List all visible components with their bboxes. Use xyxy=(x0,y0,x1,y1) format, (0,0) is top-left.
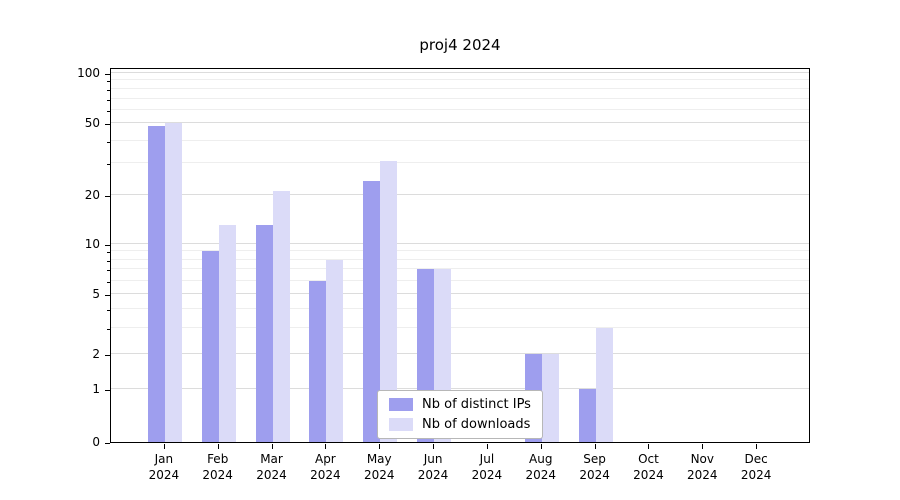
xtick-label-mar: Mar 2024 xyxy=(256,452,287,483)
xtick-mark-sep xyxy=(594,444,596,449)
ytick-label-10: 10 xyxy=(84,236,100,251)
xtick-label-sep: Sep 2024 xyxy=(579,452,610,483)
ytick-mark-100 xyxy=(105,73,110,75)
chart-title: proj4 2024 xyxy=(419,36,501,54)
ytick-mark-2 xyxy=(105,355,110,357)
minor-ytick-mark-30 xyxy=(107,164,110,166)
minor-gridline-7 xyxy=(111,268,809,270)
bar-downloads-feb xyxy=(218,225,236,442)
legend-entry-downloads: Nb of downloads xyxy=(389,417,531,432)
bar-downloads-apr xyxy=(326,259,344,442)
minor-gridline-40 xyxy=(111,139,809,141)
bar-distinct-ips-sep xyxy=(578,388,596,442)
xtick-label-may: May 2024 xyxy=(363,452,395,483)
xtick-label-oct: Oct 2024 xyxy=(633,452,664,483)
xtick-mark-jun xyxy=(433,444,435,449)
xtick-mark-jan xyxy=(163,444,165,449)
minor-gridline-3 xyxy=(111,326,809,328)
bar-downloads-mar xyxy=(272,191,290,442)
xtick-label-feb: Feb 2024 xyxy=(202,452,233,483)
bar-distinct-ips-jan xyxy=(147,126,165,442)
legend-swatch-distinct-ips xyxy=(389,398,413,411)
minor-gridline-80 xyxy=(111,87,809,89)
minor-gridline-9 xyxy=(111,250,809,252)
gridline-50 xyxy=(111,122,809,124)
ytick-label-2: 2 xyxy=(92,347,100,362)
xtick-mark-dec xyxy=(756,444,758,449)
ytick-mark-20 xyxy=(105,196,110,198)
minor-ytick-mark-70 xyxy=(107,99,110,101)
bar-downloads-may xyxy=(380,160,398,442)
gridline-100 xyxy=(111,71,809,73)
xtick-mark-apr xyxy=(325,444,327,449)
legend-swatch-downloads xyxy=(389,418,413,431)
legend-label-distinct-ips: Nb of distinct IPs xyxy=(422,397,531,412)
ytick-label-50: 50 xyxy=(84,116,100,131)
gridline-5 xyxy=(111,292,809,294)
minor-gridline-6 xyxy=(111,279,809,281)
gridline-1 xyxy=(111,387,809,389)
gridline-2 xyxy=(111,353,809,355)
legend-label-downloads: Nb of downloads xyxy=(422,417,531,432)
xtick-label-apr: Apr 2024 xyxy=(310,452,341,483)
minor-ytick-mark-90 xyxy=(107,81,110,83)
bar-distinct-ips-mar xyxy=(255,225,273,442)
ytick-mark-1 xyxy=(105,389,110,391)
ytick-mark-50 xyxy=(105,124,110,126)
xtick-label-nov: Nov 2024 xyxy=(687,452,718,483)
xtick-mark-aug xyxy=(540,444,542,449)
xtick-mark-nov xyxy=(702,444,704,449)
minor-ytick-mark-9 xyxy=(107,252,110,254)
ytick-mark-10 xyxy=(105,244,110,246)
bar-distinct-ips-apr xyxy=(309,280,327,442)
minor-ytick-mark-60 xyxy=(107,110,110,112)
ytick-label-20: 20 xyxy=(84,188,100,203)
minor-ytick-mark-40 xyxy=(107,141,110,143)
minor-ytick-mark-6 xyxy=(107,281,110,283)
bar-downloads-jan xyxy=(164,123,182,442)
minor-gridline-90 xyxy=(111,79,809,81)
plot-area: Nb of distinct IPs Nb of downloads xyxy=(110,68,810,443)
xtick-mark-may xyxy=(379,444,381,449)
xtick-mark-feb xyxy=(217,444,219,449)
legend-entry-distinct-ips: Nb of distinct IPs xyxy=(389,397,531,412)
minor-ytick-mark-3 xyxy=(107,328,110,330)
minor-gridline-4 xyxy=(111,307,809,309)
minor-gridline-60 xyxy=(111,108,809,110)
minor-ytick-mark-8 xyxy=(107,260,110,262)
minor-gridline-30 xyxy=(111,162,809,164)
bar-distinct-ips-may xyxy=(363,180,381,442)
minor-gridline-8 xyxy=(111,258,809,260)
minor-ytick-mark-7 xyxy=(107,270,110,272)
ytick-label-1: 1 xyxy=(92,381,100,396)
xtick-label-jun: Jun 2024 xyxy=(417,452,449,483)
gridline-10 xyxy=(111,242,809,244)
ytick-label-0: 0 xyxy=(92,435,100,449)
legend: Nb of distinct IPs Nb of downloads xyxy=(377,390,543,439)
ytick-label-5: 5 xyxy=(92,286,100,301)
minor-ytick-mark-80 xyxy=(107,89,110,91)
ytick-mark-0 xyxy=(105,443,110,444)
minor-ytick-mark-4 xyxy=(107,309,110,311)
ytick-mark-5 xyxy=(105,294,110,296)
bar-downloads-aug xyxy=(541,354,559,442)
xtick-label-jan: Jan 2024 xyxy=(148,452,180,483)
ytick-label-100: 100 xyxy=(77,65,100,80)
minor-gridline-70 xyxy=(111,97,809,99)
xtick-label-jul: Jul 2024 xyxy=(471,452,503,483)
xtick-mark-oct xyxy=(648,444,650,449)
gridline-20 xyxy=(111,194,809,196)
bar-downloads-sep xyxy=(595,327,613,442)
bar-distinct-ips-feb xyxy=(201,251,219,442)
xtick-mark-jul xyxy=(486,444,488,449)
xtick-label-dec: Dec 2024 xyxy=(740,452,772,483)
xtick-mark-mar xyxy=(271,444,273,449)
xtick-label-aug: Aug 2024 xyxy=(525,452,557,483)
